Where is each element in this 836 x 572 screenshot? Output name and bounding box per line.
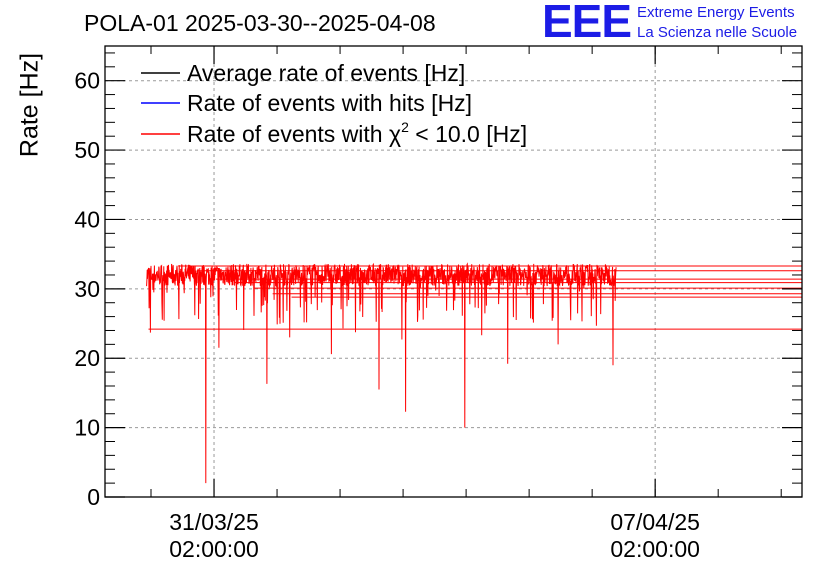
x-tick-time: 02:00:00 — [610, 536, 700, 562]
legend: Average rate of events [Hz] Rate of even… — [141, 60, 527, 147]
y-tick-labels: 0 10 20 30 40 50 60 — [74, 68, 100, 510]
y-tick-label: 30 — [74, 276, 100, 302]
chart-title: POLA-01 2025-03-30--2025-04-08 — [84, 10, 436, 36]
x-tick-time: 02:00:00 — [169, 536, 259, 562]
x-tick-date: 31/03/25 — [169, 509, 259, 535]
y-tick-label: 60 — [74, 68, 100, 94]
data-series — [146, 262, 802, 484]
logo-line-1: Extreme Energy Events — [637, 4, 795, 21]
plot-frame — [104, 45, 803, 498]
y-tick-label: 40 — [74, 206, 100, 232]
eee-logo: EEE — [542, 0, 632, 47]
legend-label-hits: Rate of events with hits [Hz] — [187, 90, 472, 116]
axis-ticks — [105, 46, 802, 498]
y-tick-label: 0 — [87, 484, 100, 510]
legend-label-chi2: Rate of events with χ2 < 10.0 [Hz] — [187, 119, 527, 147]
y-tick-label: 20 — [74, 345, 100, 371]
x-tick-date: 07/04/25 — [610, 509, 700, 535]
series-chi2-rate-line — [146, 262, 617, 484]
y-tick-label: 10 — [74, 415, 100, 441]
y-tick-label: 50 — [74, 137, 100, 163]
legend-label-average: Average rate of events [Hz] — [187, 60, 465, 86]
logo-line-2: La Scienza nelle Scuole — [637, 24, 798, 41]
